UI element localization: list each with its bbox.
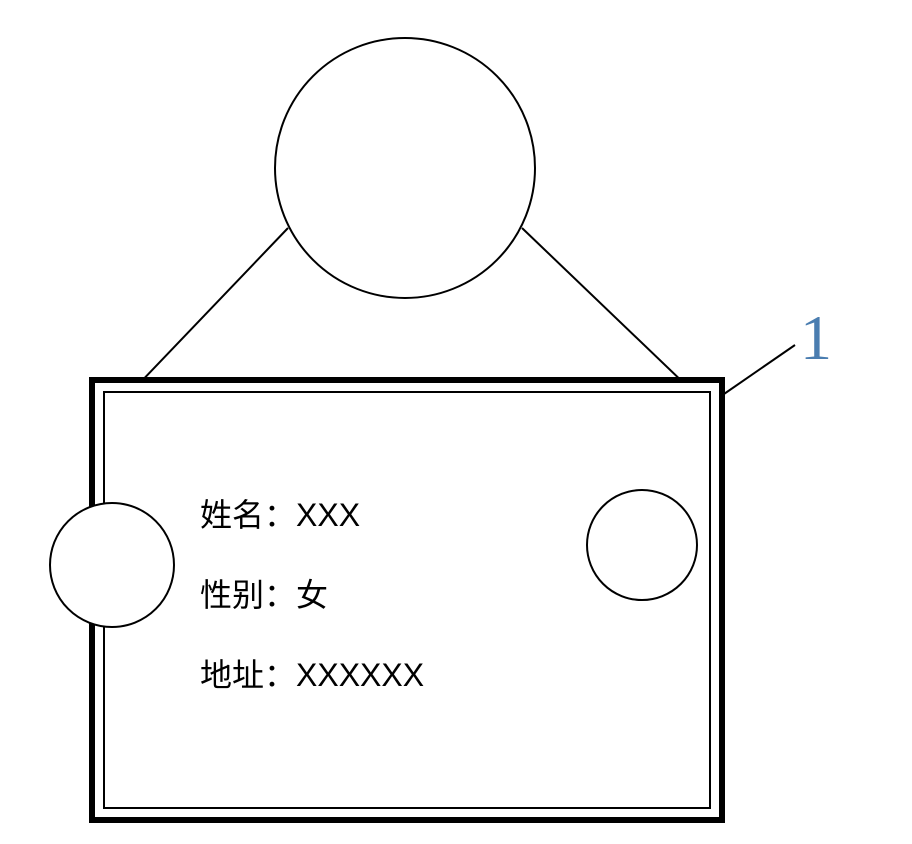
head-circle [275, 38, 535, 298]
hand-left-circle [50, 503, 174, 627]
field-address-value: XXXXXX [296, 657, 424, 693]
field-row-name: 姓名：XXX [200, 490, 360, 536]
diagram-svg [0, 0, 912, 844]
shoulder-right-line [522, 228, 689, 388]
field-row-address: 地址：XXXXXX [200, 650, 424, 696]
field-address-label: 地址： [200, 657, 296, 693]
person-holding-card-diagram: 姓名：XXX 性别：女 地址：XXXXXX 1 [0, 0, 912, 844]
field-name-label: 姓名： [200, 497, 296, 533]
hand-right-circle [587, 490, 697, 600]
field-gender-label: 性别： [200, 577, 296, 613]
field-gender-value: 女 [296, 577, 328, 613]
card-outer-rect [92, 380, 722, 820]
field-row-gender: 性别：女 [200, 570, 328, 616]
field-name-value: XXX [296, 497, 360, 533]
annotation-leader-line [724, 345, 795, 394]
annotation-number-1: 1 [800, 301, 832, 375]
shoulder-left-line [135, 228, 288, 388]
